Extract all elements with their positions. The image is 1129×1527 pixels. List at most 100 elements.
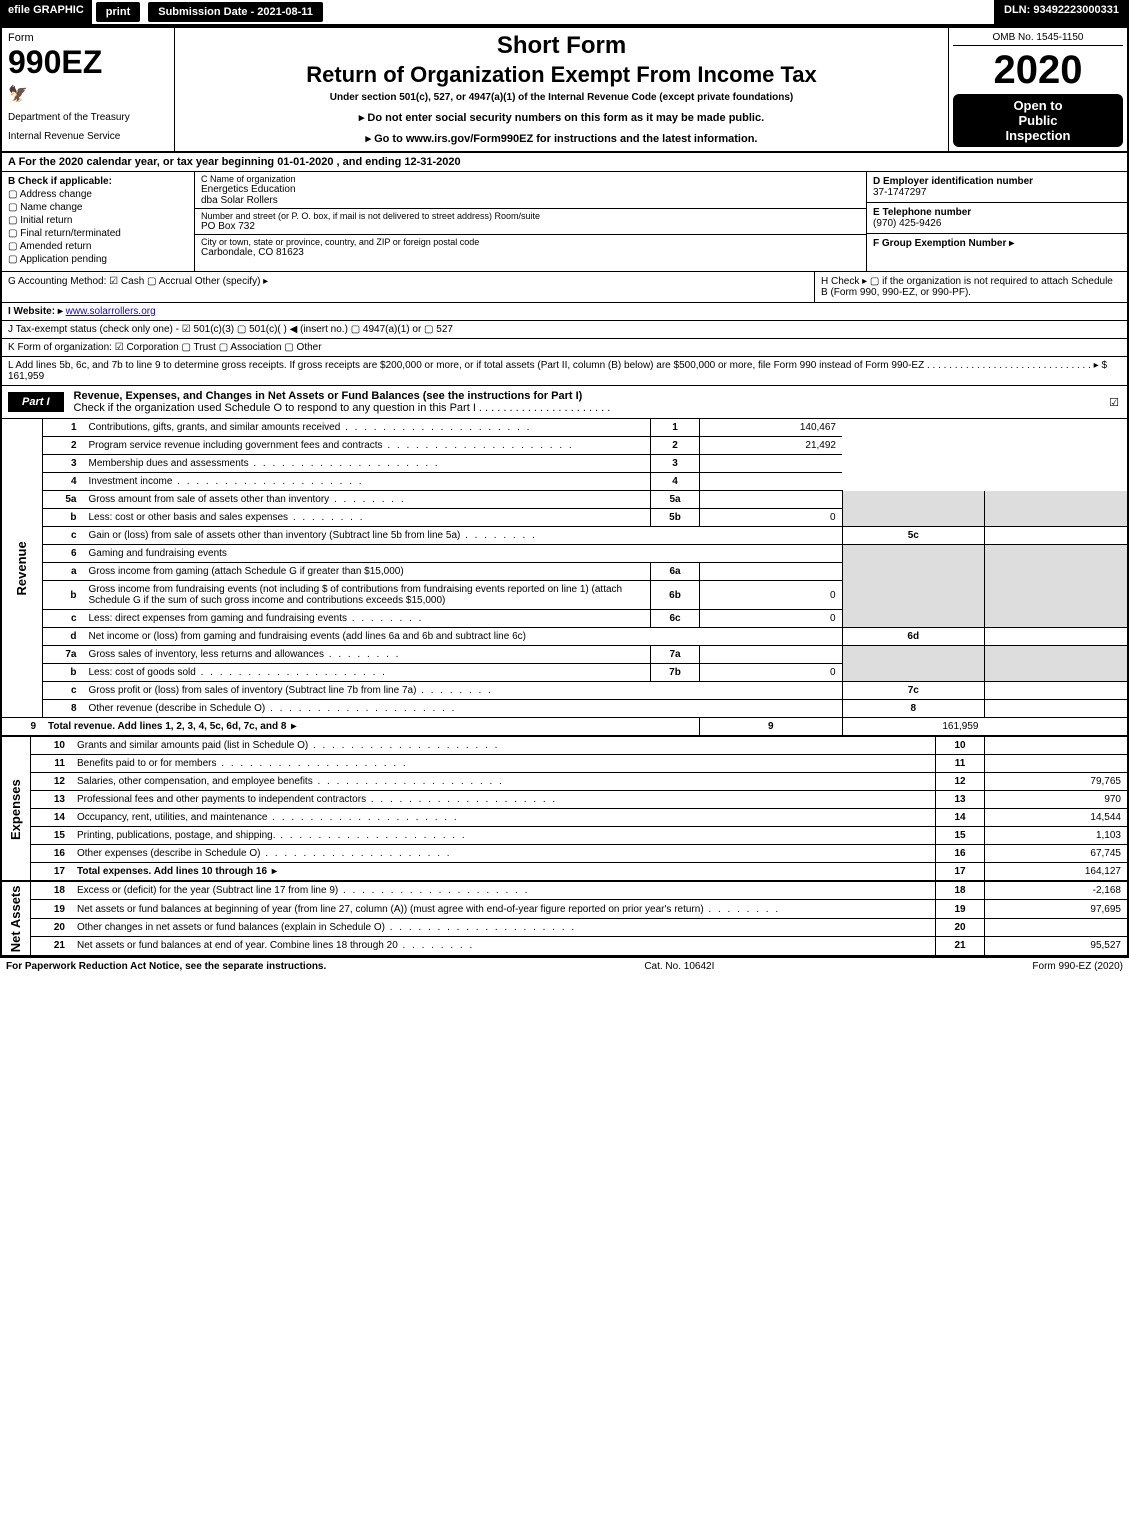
r6-greyval — [985, 545, 1129, 628]
city-label: City or town, state or province, country… — [201, 237, 860, 247]
e16-col: 16 — [936, 845, 985, 863]
r6-desc: Gaming and fundraising events — [83, 545, 843, 563]
row-11: 11 Benefits paid to or for members 11 — [1, 755, 1128, 773]
row-17: 17 Total expenses. Add lines 10 through … — [1, 863, 1128, 882]
irs-eagle-icon: 🦅 — [8, 84, 168, 104]
section-b-checks: B Check if applicable: Address change Na… — [2, 172, 194, 271]
r5a-sub: 5a — [651, 491, 700, 509]
r5c-val — [985, 527, 1129, 545]
r6a-subval — [700, 563, 843, 581]
n18-desc: Excess or (deficit) for the year (Subtra… — [71, 882, 936, 900]
e17-col: 17 — [936, 863, 985, 882]
form-word: Form — [8, 32, 168, 44]
n18-col: 18 — [936, 882, 985, 900]
row-12: 12 Salaries, other compensation, and emp… — [1, 773, 1128, 791]
top-bar: efile GRAPHIC print Submission Date - 20… — [0, 0, 1129, 26]
e14-desc: Occupancy, rent, utilities, and maintena… — [71, 809, 936, 827]
public: Public — [957, 113, 1119, 128]
r6d-num: d — [42, 628, 83, 646]
line-i: I Website: ▸ www.solarrollers.org — [0, 303, 1129, 321]
n20-num: 20 — [31, 918, 72, 936]
section-c-org: C Name of organization Energetics Educat… — [194, 172, 867, 271]
row-20: 20 Other changes in net assets or fund b… — [1, 918, 1128, 936]
r4-num: 4 — [42, 473, 83, 491]
line-a-tax-year: A For the 2020 calendar year, or tax yea… — [0, 153, 1129, 172]
omb-number: OMB No. 1545-1150 — [953, 32, 1123, 46]
header-left: Form 990EZ 🦅 Department of the Treasury … — [2, 28, 175, 151]
row-2: 2 Program service revenue including gove… — [1, 437, 1128, 455]
r7c-col: 7c — [842, 682, 985, 700]
e13-desc: Professional fees and other payments to … — [71, 791, 936, 809]
r3-desc: Membership dues and assessments — [83, 455, 651, 473]
e12-desc: Salaries, other compensation, and employ… — [71, 773, 936, 791]
r9-val: 161,959 — [842, 718, 985, 737]
e16-desc: Other expenses (describe in Schedule O) — [71, 845, 936, 863]
r4-col: 4 — [651, 473, 700, 491]
r6c-subval: 0 — [700, 610, 843, 628]
check-amended-return[interactable]: Amended return — [8, 241, 188, 252]
e16-num: 16 — [31, 845, 72, 863]
check-name-change[interactable]: Name change — [8, 202, 188, 213]
n18-num: 18 — [31, 882, 72, 900]
n21-col: 21 — [936, 937, 985, 955]
r7a-num: 7a — [42, 646, 83, 664]
row-6d: d Net income or (loss) from gaming and f… — [1, 628, 1128, 646]
r8-num: 8 — [42, 700, 83, 718]
r6b-subval: 0 — [700, 581, 843, 610]
check-address-change[interactable]: Address change — [8, 189, 188, 200]
r7a-desc: Gross sales of inventory, less returns a… — [83, 646, 651, 664]
r1-val: 140,467 — [700, 419, 843, 437]
n21-val: 95,527 — [985, 937, 1129, 955]
r5c-desc: Gain or (loss) from sale of assets other… — [83, 527, 843, 545]
r3-val — [700, 455, 843, 473]
d-ein: D Employer identification number 37-1747… — [867, 172, 1127, 203]
n19-val: 97,695 — [985, 900, 1129, 918]
n19-col: 19 — [936, 900, 985, 918]
print-button[interactable]: print — [96, 2, 140, 22]
tax-year: 2020 — [953, 50, 1123, 90]
r6a-desc: Gross income from gaming (attach Schedul… — [83, 563, 651, 581]
r7a-subval — [700, 646, 843, 664]
f-label: F Group Exemption Number ▸ — [873, 238, 1014, 249]
n19-num: 19 — [31, 900, 72, 918]
check-application-pending[interactable]: Application pending — [8, 254, 188, 265]
r6-num: 6 — [42, 545, 83, 563]
goto-line[interactable]: ▸ Go to www.irs.gov/Form990EZ for instru… — [183, 132, 940, 145]
part1-checkbox[interactable]: ☑ — [1101, 394, 1127, 411]
form-header: Form 990EZ 🦅 Department of the Treasury … — [0, 26, 1129, 153]
r7c-num: c — [42, 682, 83, 700]
website-link[interactable]: www.solarrollers.org — [66, 306, 156, 317]
part1-header: Part I Revenue, Expenses, and Changes in… — [0, 386, 1129, 419]
row-6: 6 Gaming and fundraising events — [1, 545, 1128, 563]
submission-date-button[interactable]: Submission Date - 2021-08-11 — [148, 2, 323, 22]
b-label: B Check if applicable: — [8, 176, 188, 187]
row-14: 14 Occupancy, rent, utilities, and maint… — [1, 809, 1128, 827]
check-final-return[interactable]: Final return/terminated — [8, 228, 188, 239]
ein-value: 37-1747297 — [873, 187, 926, 198]
r5b-num: b — [42, 509, 83, 527]
e10-val — [985, 737, 1129, 755]
r5c-num: c — [42, 527, 83, 545]
c-label: C Name of organization — [201, 174, 860, 184]
row-13: 13 Professional fees and other payments … — [1, 791, 1128, 809]
r5b-subval: 0 — [700, 509, 843, 527]
footer-form: Form 990-EZ (2020) — [1032, 961, 1123, 972]
part1-title: Revenue, Expenses, and Changes in Net As… — [70, 386, 615, 418]
irs-label: Internal Revenue Service — [8, 131, 168, 142]
r8-col: 8 — [842, 700, 985, 718]
city-block: City or town, state or province, country… — [195, 235, 866, 260]
e11-desc: Benefits paid to or for members — [71, 755, 936, 773]
line-h: H Check ▸ ▢ if the organization is not r… — [814, 272, 1127, 302]
r1-num: 1 — [42, 419, 83, 437]
e11-num: 11 — [31, 755, 72, 773]
r2-col: 2 — [651, 437, 700, 455]
r8-val — [985, 700, 1129, 718]
lines-g-h: G Accounting Method: ☑ Cash ▢ Accrual Ot… — [0, 272, 1129, 303]
line-l: L Add lines 5b, 6c, and 7b to line 9 to … — [0, 357, 1129, 386]
r6b-num: b — [42, 581, 83, 610]
side-revenue-label: Revenue — [1, 419, 42, 718]
r5-grey — [842, 491, 985, 527]
check-initial-return[interactable]: Initial return — [8, 215, 188, 226]
topbar-spacer — [327, 0, 994, 24]
row-9: 9 Total revenue. Add lines 1, 2, 3, 4, 5… — [1, 718, 1128, 737]
